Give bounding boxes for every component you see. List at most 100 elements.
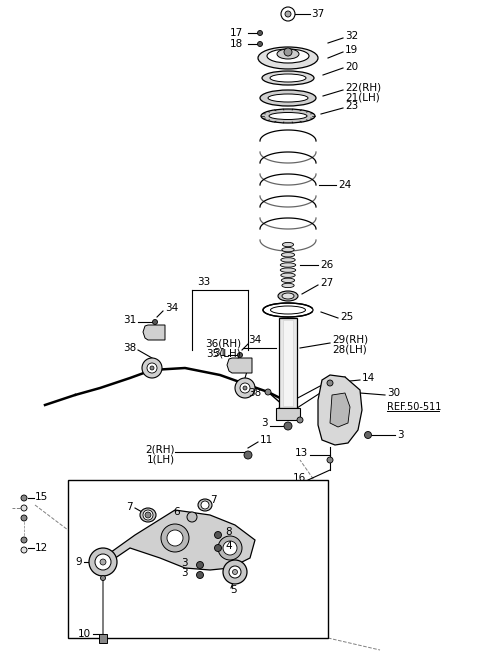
Ellipse shape (260, 90, 316, 106)
Text: 15: 15 (35, 492, 48, 502)
Text: 10: 10 (78, 629, 91, 639)
Circle shape (100, 576, 106, 580)
Ellipse shape (268, 94, 308, 102)
Ellipse shape (271, 306, 305, 314)
Text: 8: 8 (225, 527, 232, 537)
Text: REF.50-511: REF.50-511 (387, 402, 442, 412)
Text: 4: 4 (225, 541, 232, 551)
Text: 25: 25 (340, 312, 353, 322)
Text: 30: 30 (387, 388, 400, 398)
Ellipse shape (282, 242, 294, 247)
Circle shape (215, 544, 221, 552)
Circle shape (21, 505, 27, 511)
Text: 36(RH): 36(RH) (205, 338, 241, 348)
Text: 3: 3 (397, 430, 404, 440)
Circle shape (235, 378, 255, 398)
Text: 23: 23 (345, 101, 358, 111)
Text: 3: 3 (181, 568, 188, 578)
Ellipse shape (270, 74, 306, 82)
Circle shape (21, 547, 27, 553)
Circle shape (161, 524, 189, 552)
Text: 31: 31 (213, 348, 226, 358)
Circle shape (243, 386, 247, 390)
Circle shape (265, 389, 271, 395)
Ellipse shape (263, 303, 313, 317)
Circle shape (21, 495, 27, 501)
Ellipse shape (281, 253, 295, 257)
Bar (283, 320, 293, 406)
Text: 13: 13 (295, 448, 308, 458)
Circle shape (145, 512, 151, 518)
Circle shape (240, 383, 250, 393)
Circle shape (223, 541, 237, 555)
Bar (99, 634, 107, 643)
Circle shape (100, 559, 106, 565)
Text: 21(LH): 21(LH) (345, 93, 380, 103)
Circle shape (153, 320, 157, 324)
Circle shape (284, 48, 292, 56)
Circle shape (232, 569, 238, 574)
Text: 26: 26 (320, 260, 333, 270)
Text: 29(RH): 29(RH) (332, 335, 368, 345)
Ellipse shape (282, 293, 294, 299)
Circle shape (285, 11, 291, 17)
Circle shape (229, 566, 241, 578)
Circle shape (244, 451, 252, 459)
Circle shape (327, 457, 333, 463)
Circle shape (257, 31, 263, 35)
Circle shape (238, 352, 242, 358)
Text: 34: 34 (165, 303, 178, 313)
Text: 32: 32 (345, 31, 358, 41)
Text: 16: 16 (293, 473, 306, 483)
Text: 17: 17 (230, 28, 243, 38)
Text: 35(LH): 35(LH) (206, 348, 241, 358)
Text: 38: 38 (123, 343, 136, 353)
Text: 18: 18 (230, 39, 243, 49)
Circle shape (218, 536, 242, 560)
Ellipse shape (280, 268, 296, 272)
Ellipse shape (262, 71, 314, 85)
Circle shape (21, 537, 27, 543)
Text: 34: 34 (248, 335, 261, 345)
Polygon shape (318, 375, 362, 445)
Text: 5: 5 (230, 585, 237, 595)
Circle shape (143, 510, 153, 520)
Circle shape (21, 515, 27, 521)
Circle shape (284, 422, 292, 430)
Text: 3: 3 (262, 418, 268, 428)
Text: 33: 33 (197, 277, 210, 287)
Text: 3: 3 (181, 558, 188, 568)
Polygon shape (143, 325, 165, 340)
Circle shape (281, 7, 295, 21)
Ellipse shape (140, 508, 156, 522)
Ellipse shape (281, 273, 295, 278)
Text: 6: 6 (173, 507, 180, 517)
Ellipse shape (281, 257, 295, 262)
Circle shape (89, 548, 117, 576)
Bar (68, 480, 328, 638)
Circle shape (95, 554, 111, 570)
Text: 14: 14 (362, 373, 375, 383)
Polygon shape (330, 393, 350, 427)
Ellipse shape (278, 291, 298, 301)
Circle shape (215, 531, 221, 538)
Text: 24: 24 (338, 180, 351, 190)
Text: 1(LH): 1(LH) (147, 455, 175, 465)
Circle shape (147, 363, 157, 373)
Circle shape (196, 561, 204, 569)
Text: 38: 38 (248, 388, 261, 398)
Ellipse shape (282, 283, 294, 288)
Ellipse shape (258, 47, 318, 69)
Text: 19: 19 (345, 45, 358, 55)
Circle shape (187, 512, 197, 522)
Circle shape (142, 358, 162, 378)
Ellipse shape (198, 499, 212, 511)
Text: 9: 9 (75, 557, 82, 567)
Text: 11: 11 (260, 435, 273, 445)
Ellipse shape (281, 278, 295, 282)
Ellipse shape (280, 263, 296, 267)
Text: 2(RH): 2(RH) (145, 445, 175, 455)
Bar (276, 408, 300, 420)
Polygon shape (100, 510, 255, 570)
Ellipse shape (269, 113, 307, 119)
